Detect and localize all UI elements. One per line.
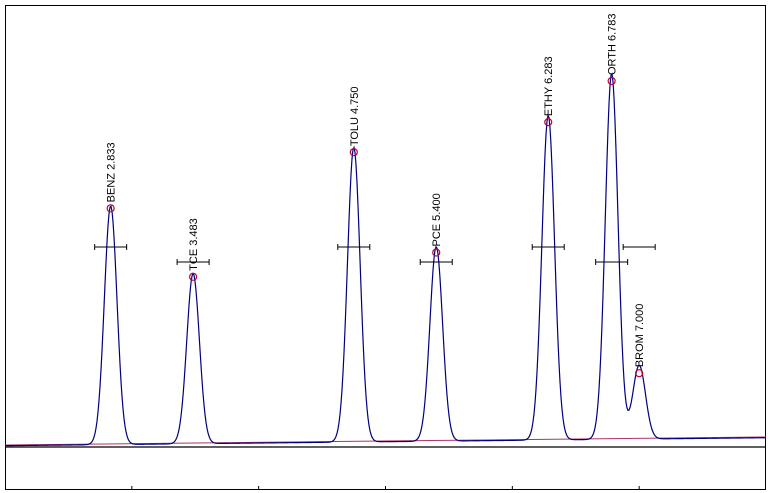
peak-marker [432,248,441,257]
peak-label: ORTH 6.783 [607,13,619,75]
peak-marker [349,148,358,157]
peak-marker [544,118,553,127]
peak-marker [106,204,115,213]
signal-trace [4,72,767,447]
peak-label: ETHY 6.283 [543,56,555,116]
peak-label: TCE 3.483 [188,218,200,271]
peak-marker [607,76,616,86]
peak-marker [188,272,198,281]
peak-label: BROM 7.000 [634,304,646,368]
peak-label: TOLU 4.750 [349,86,361,146]
peak-marker [635,369,644,378]
peak-label: PCE 5.400 [431,193,443,246]
peak-label: BENZ 2.833 [106,142,118,202]
baseline [4,436,767,446]
